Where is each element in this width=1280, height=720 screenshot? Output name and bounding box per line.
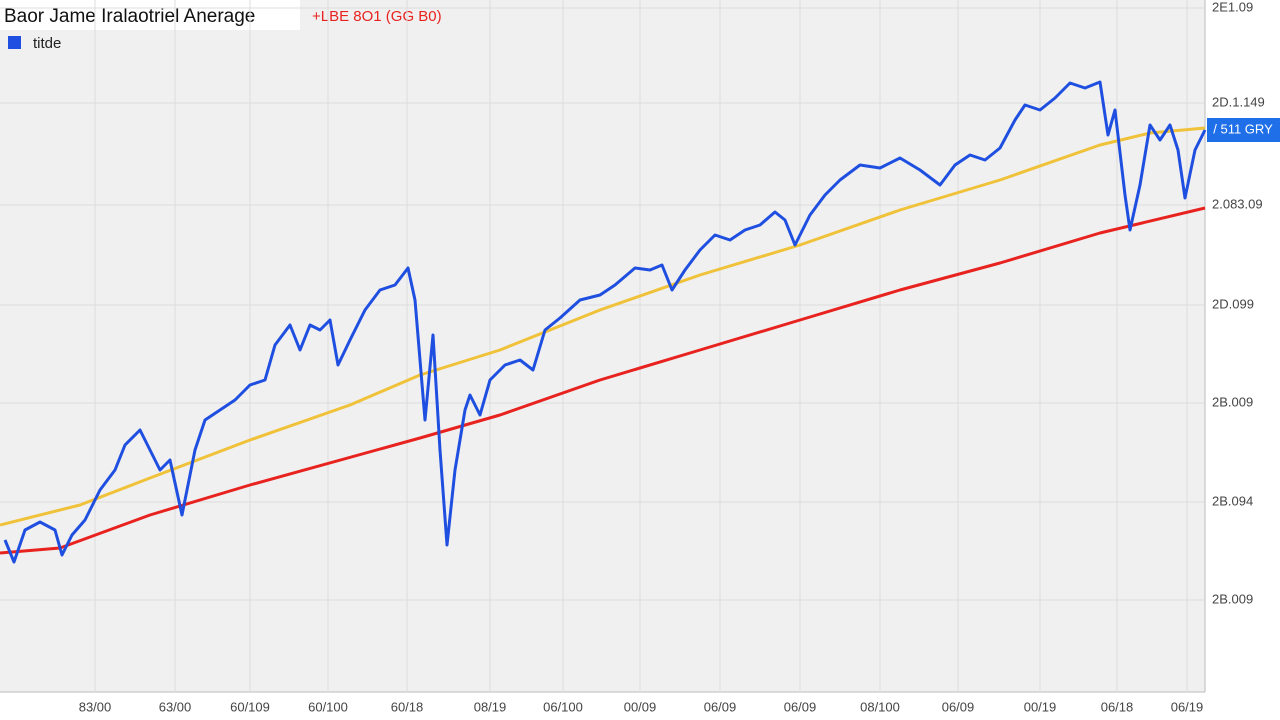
price-tag-label: / 511 GRY [1213, 121, 1273, 136]
x-tick-label: 06/19 [1171, 699, 1204, 714]
line-series [3, 80, 1207, 564]
legend-label: titde [33, 35, 61, 52]
x-tick-label: 00/09 [624, 699, 657, 714]
x-tick-label: 60/100 [308, 699, 348, 714]
y-tick-label: 2D.099 [1212, 296, 1254, 311]
chart-title: Baor Jame Iralaotriel Anerage [4, 6, 255, 27]
y-tick-label: 2B.009 [1212, 591, 1253, 606]
x-tick-label: 06/18 [1101, 699, 1134, 714]
chart-subtitle: +LBE 8O1 (GG B0) [312, 8, 442, 25]
y-tick-label: 2.083.09 [1212, 196, 1263, 211]
y-tick-label: 2B.009 [1212, 394, 1253, 409]
x-tick-label: 08/100 [860, 699, 900, 714]
x-tick-label: 60/109 [230, 699, 270, 714]
line-series [0, 206, 1206, 555]
y-tick-label: 2B.094 [1212, 493, 1253, 508]
x-tick-label: 63/00 [159, 699, 192, 714]
x-tick-label: 06/09 [942, 699, 975, 714]
x-tick-label: 06/09 [784, 699, 817, 714]
line-series [0, 126, 1206, 527]
x-tick-label: 06/100 [543, 699, 583, 714]
y-tick-label: 2E1.09 [1212, 0, 1253, 14]
y-tick-label: 2D.1.149 [1212, 94, 1265, 109]
price-tag [1207, 118, 1280, 142]
x-tick-label: 08/19 [474, 699, 507, 714]
x-tick-label: 00/19 [1024, 699, 1057, 714]
x-tick-label: 06/09 [704, 699, 737, 714]
legend-swatch [8, 36, 21, 49]
plot-background [0, 0, 1205, 692]
x-tick-label: 60/18 [391, 699, 424, 714]
x-tick-label: 83/00 [79, 699, 112, 714]
